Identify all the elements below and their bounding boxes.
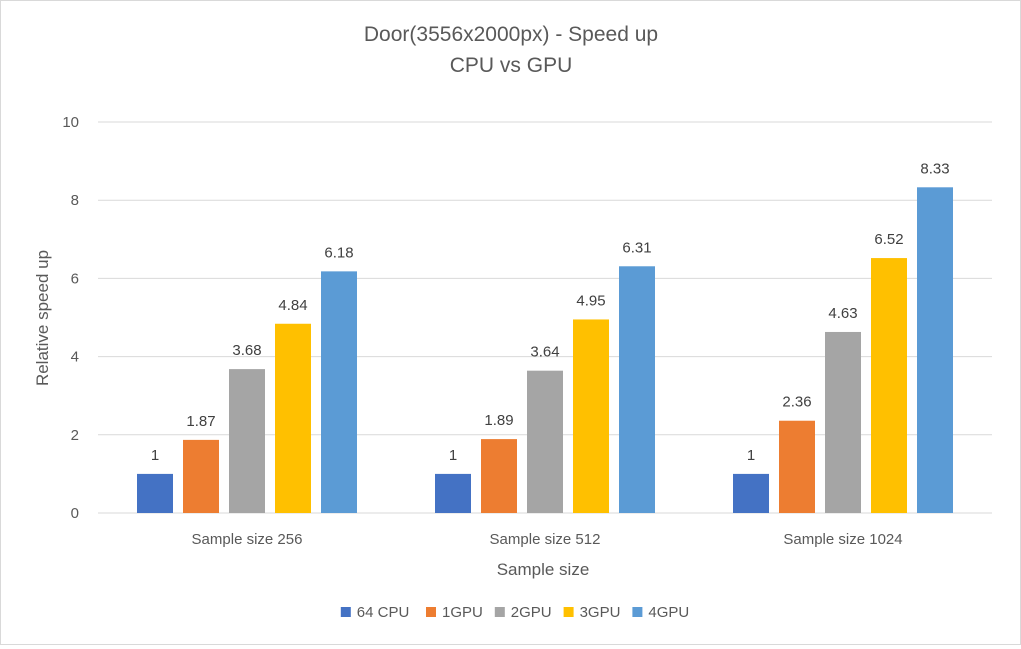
x-axis-title: Sample size — [497, 560, 590, 579]
data-label: 4.63 — [828, 305, 857, 322]
data-label: 3.68 — [232, 342, 261, 359]
legend-swatch — [426, 607, 436, 617]
bar-1gpu — [183, 439, 219, 513]
chart-subtitle: CPU vs GPU — [450, 54, 573, 77]
x-category-label: Sample size 1024 — [783, 531, 902, 548]
legend-item-1gpu: 1GPU — [426, 604, 483, 621]
legend-item-2gpu: 2GPU — [494, 604, 552, 621]
y-axis-ticks: 0 2 4 6 8 10 — [62, 114, 79, 522]
x-category-label: Sample size 512 — [490, 531, 601, 548]
data-label: 4.95 — [576, 292, 605, 309]
legend-label: 4GPU — [648, 604, 689, 621]
y-tick-label: 2 — [71, 427, 79, 444]
data-label: 3.64 — [530, 344, 559, 361]
bars — [137, 187, 953, 513]
y-tick-label: 8 — [71, 192, 79, 209]
data-label: 1 — [449, 447, 457, 464]
y-tick-label: 6 — [71, 270, 79, 287]
data-labels: 1 1.87 3.68 4.84 6.18 1 1.89 3.64 4.95 6.31 1 2.36 4… — [151, 160, 950, 464]
legend-swatch — [563, 607, 574, 617]
legend-label: 3GPU — [580, 604, 621, 621]
legend-swatch — [632, 607, 643, 617]
data-label: 6.52 — [874, 231, 903, 248]
bar-64-cpu — [733, 473, 769, 513]
bar-2gpu — [825, 331, 861, 513]
bar-64-cpu — [137, 473, 173, 513]
legend-item-64-cpu: 64 CPU — [340, 604, 410, 621]
bar-4gpu — [619, 266, 655, 513]
bar-4gpu — [321, 271, 357, 513]
bar-3gpu — [573, 319, 609, 513]
bar-4gpu — [917, 187, 953, 513]
data-label: 6.18 — [324, 244, 353, 261]
y-axis-title: Relative speed up — [33, 250, 52, 386]
data-label: 6.31 — [622, 239, 651, 256]
data-label: 1.87 — [186, 413, 215, 430]
bar-2gpu — [527, 370, 563, 513]
bar-1gpu — [481, 439, 517, 513]
y-tick-label: 10 — [62, 114, 79, 131]
legend-label: 2GPU — [511, 604, 552, 621]
legend-label: 64 CPU — [357, 604, 410, 621]
y-tick-label: 0 — [71, 505, 79, 522]
legend-swatch — [494, 607, 505, 617]
data-label: 4.84 — [278, 297, 307, 314]
bar-1gpu — [779, 420, 815, 513]
data-label: 1 — [151, 447, 159, 464]
bar-3gpu — [275, 323, 311, 513]
legend: 64 CPU 1GPU 2GPU 3GPU 4GPU — [340, 604, 689, 621]
bar-64-cpu — [435, 473, 471, 513]
data-label: 1 — [747, 447, 755, 464]
data-label: 8.33 — [920, 160, 949, 177]
legend-label: 1GPU — [442, 604, 483, 621]
data-label: 2.36 — [782, 394, 811, 411]
x-axis-categories: Sample size 256 Sample size 512 Sample siz… — [192, 531, 903, 548]
data-label: 1.89 — [484, 412, 513, 429]
legend-swatch — [340, 607, 351, 617]
y-tick-label: 4 — [71, 349, 79, 366]
legend-item-3gpu: 3GPU — [563, 604, 621, 621]
bar-2gpu — [229, 369, 265, 513]
chart-title: Door(3556x2000px) - Speed up — [364, 23, 658, 46]
bar-3gpu — [871, 258, 907, 513]
x-category-label: Sample size 256 — [192, 531, 303, 548]
legend-item-4gpu: 4GPU — [632, 604, 689, 621]
